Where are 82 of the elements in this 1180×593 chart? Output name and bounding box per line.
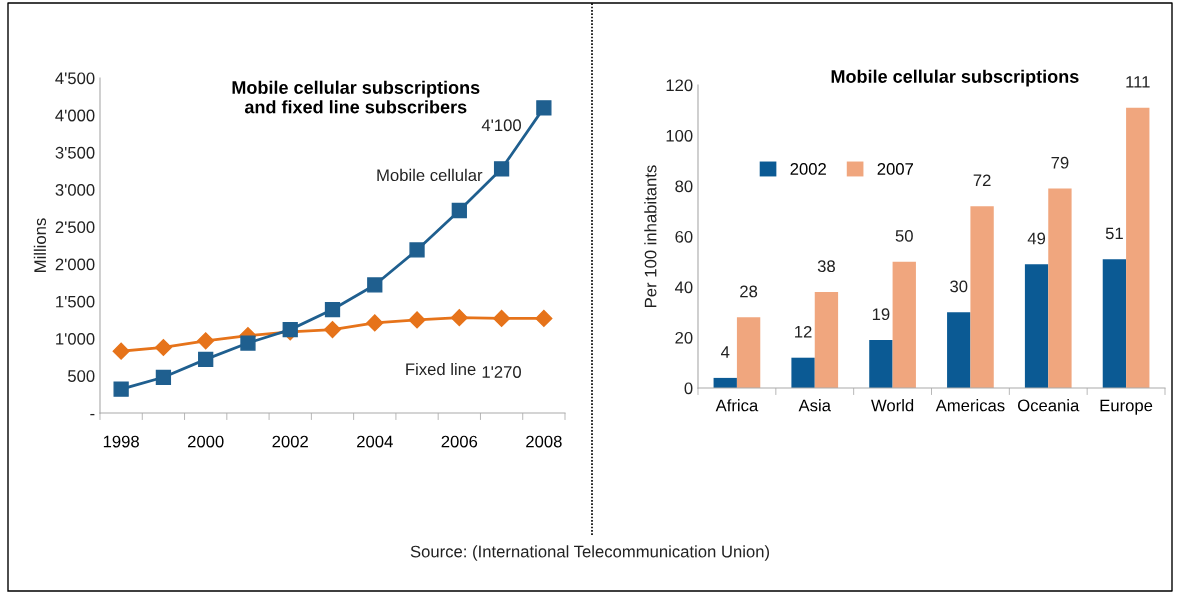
bar: [736, 317, 761, 388]
x-tick-label: 2000: [187, 435, 224, 448]
y-axis-title: Per 100 inhabitants: [644, 165, 657, 307]
x-tick-label: World: [871, 399, 914, 412]
point: [112, 342, 130, 360]
y-tick-label: 2'000: [55, 258, 95, 271]
y-tick-label: 3'000: [55, 184, 95, 196]
point: [366, 314, 384, 332]
data-label: 4: [720, 346, 730, 358]
y-tick-label: 3'500: [55, 146, 95, 159]
x-tick-label: 2008: [526, 435, 562, 448]
y-tick-label: 1'500: [56, 295, 95, 308]
legend-label: 2002: [790, 163, 826, 175]
bar: [947, 312, 971, 388]
bar: [814, 292, 839, 388]
x-tick-label: 2006: [441, 435, 478, 448]
point: [324, 301, 341, 318]
y-tick-label: 80: [675, 180, 693, 193]
point: [409, 242, 425, 258]
bar: [1048, 188, 1072, 388]
point: [198, 351, 214, 368]
point: [113, 381, 129, 397]
point: [536, 100, 552, 116]
text: Fixed line: [406, 362, 476, 376]
point: [367, 277, 383, 293]
x-tick-label: 2004: [357, 435, 393, 448]
source-note: Source: (International Telecommunication Union): [410, 545, 770, 561]
data-label: 19: [872, 308, 890, 321]
data-label: 30: [950, 280, 968, 293]
x-tick-label: Africa: [715, 399, 759, 412]
bar: [1102, 259, 1127, 388]
y-tick-label: 60: [675, 230, 693, 243]
y-tick-label: 100: [666, 129, 693, 142]
data-label: 111: [1126, 76, 1150, 88]
y-tick-label: 40: [674, 281, 693, 294]
y-tick-label: 0: [684, 382, 693, 395]
data-label: 28: [740, 285, 758, 298]
bar: [1126, 107, 1150, 388]
point: [450, 309, 468, 327]
y-tick-label: 500: [68, 370, 95, 382]
data-label: 49: [1027, 232, 1046, 245]
data-label: 12: [795, 325, 812, 338]
point: [535, 309, 553, 328]
series-label: Mobile cellular: [377, 168, 483, 182]
legend-label: 2007: [877, 163, 914, 175]
bar: [1024, 264, 1049, 388]
point: [493, 309, 511, 328]
point: [155, 369, 172, 385]
bar: [869, 340, 893, 388]
point: [451, 202, 467, 219]
data-label: 1'270: [482, 366, 521, 378]
x-tick-label: Europe: [1100, 399, 1153, 415]
data-label: 72: [973, 174, 991, 187]
point: [240, 335, 256, 351]
y-tick-label: 2'500: [55, 221, 95, 234]
x-tick-label: 1998: [103, 435, 139, 448]
data-label: 51: [1105, 227, 1123, 240]
data-label: 38: [817, 260, 835, 273]
point: [197, 332, 215, 350]
data-label: 79: [1051, 156, 1069, 169]
y-tick-label: 120: [666, 79, 693, 92]
x-tick-label: Americas: [935, 399, 1005, 412]
y-tick-label: 4'500: [55, 72, 95, 85]
bar: [892, 261, 916, 388]
x-tick-label: Asia: [798, 399, 831, 412]
y-tick-label: 4'000: [55, 109, 95, 122]
data-label: 4'100: [481, 119, 521, 132]
bar: [970, 206, 994, 388]
x-tick-label: Oceania: [1018, 399, 1080, 412]
point: [154, 338, 172, 357]
chart-title: Mobile cellular subscriptions: [831, 69, 1079, 87]
point: [493, 161, 510, 177]
y-tick-label: 20: [675, 331, 693, 344]
text: Mobile cellular subscriptions and fixed line subscribers: [232, 80, 480, 114]
y-tick-label: -: [90, 413, 95, 416]
bar: [791, 357, 815, 388]
y-axis-title: Millions: [33, 218, 47, 272]
point: [323, 321, 342, 339]
data-label: 50: [895, 229, 913, 242]
point: [408, 311, 426, 329]
x-tick-label: 2002: [272, 435, 308, 448]
y-tick-label: 1'000: [56, 332, 95, 345]
